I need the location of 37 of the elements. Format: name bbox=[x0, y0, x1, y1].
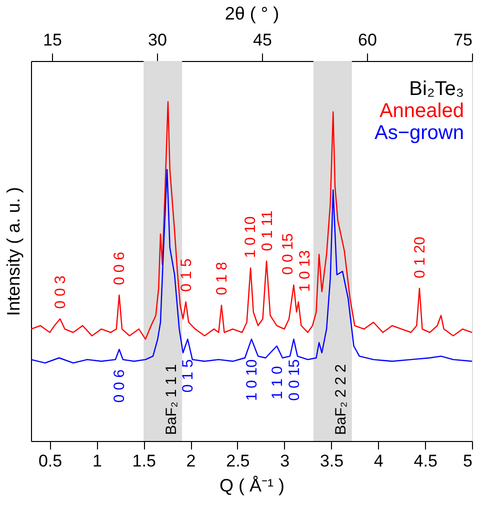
annotation: 0 0 6 bbox=[111, 252, 128, 286]
x2-tick-label: 45 bbox=[253, 30, 272, 50]
x-tick-label: 2.5 bbox=[226, 452, 250, 470]
x-tick-label: 1 bbox=[92, 452, 102, 470]
annotation: 1 0 10 bbox=[244, 359, 260, 401]
x2-tick-label: 30 bbox=[148, 30, 167, 50]
x-tick-label: 3 bbox=[280, 452, 290, 470]
x-tick-label: 4.5 bbox=[414, 452, 438, 470]
x-tick-label: 4 bbox=[374, 452, 384, 470]
x-tick-label: 5 bbox=[463, 452, 472, 470]
x2-tick-label: 75 bbox=[454, 30, 472, 50]
annotation: 1 0 10 bbox=[242, 216, 260, 258]
y-axis-title: Intensity ( a. u. ) bbox=[4, 186, 24, 316]
x-axis-title: Q ( Å⁻¹ ) bbox=[220, 476, 284, 496]
annotation: 0 1 20 bbox=[411, 236, 428, 278]
legend-title: Bi₂Te₃ bbox=[409, 78, 464, 100]
x2-axis-title: 2θ ( ° ) bbox=[224, 4, 280, 24]
x2-tick-label: 60 bbox=[358, 30, 377, 50]
band-label: BaF₂ 1 1 1 bbox=[162, 364, 180, 435]
x-tick-label: 3.5 bbox=[320, 452, 344, 470]
x2-tick-label: 15 bbox=[43, 30, 62, 50]
annotation: 0 0 15 bbox=[280, 233, 297, 275]
text: As−grown bbox=[374, 122, 464, 144]
annotation: 0 1 8 bbox=[213, 262, 230, 296]
annotation: 0 1 5 bbox=[180, 359, 197, 393]
band-label: BaF₂ 2 2 2 bbox=[332, 364, 350, 435]
annotation: 1 1 0 bbox=[268, 366, 286, 400]
x-tick-label: 2 bbox=[186, 452, 196, 470]
annotation: 0 0 3 bbox=[52, 275, 70, 309]
annotation: 0 1 11 bbox=[259, 210, 276, 252]
annotation: 0 0 15 bbox=[286, 359, 303, 401]
text: Annealed bbox=[379, 100, 464, 122]
x-tick-label: 0.5 bbox=[38, 452, 62, 470]
annotation: 0 0 6 bbox=[111, 369, 128, 403]
annotation: 1 0 13 bbox=[296, 250, 314, 292]
annotation: 0 1 5 bbox=[178, 258, 195, 292]
x-tick-label: 1.5 bbox=[132, 452, 156, 470]
